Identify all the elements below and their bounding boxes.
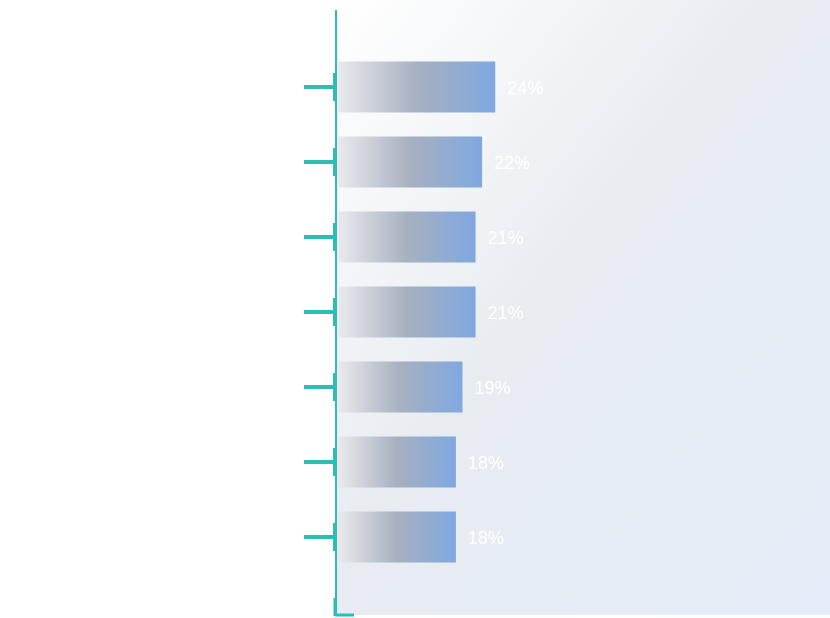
- y-axis-tick-notch: [333, 148, 337, 176]
- bar: [338, 436, 456, 488]
- bar-value-label: 19%: [474, 378, 510, 398]
- bar: [338, 511, 456, 563]
- bar-value-label: 21%: [488, 303, 524, 323]
- bar-value-label: 18%: [468, 528, 504, 548]
- bars-group: 24% 22% 21% 21% 19% 18% 18%: [304, 61, 543, 563]
- y-axis-tick-notch: [333, 298, 337, 326]
- y-axis-tick-notch: [333, 523, 337, 551]
- bar: [338, 286, 476, 338]
- bar: [338, 361, 463, 413]
- bar-value-label: 22%: [494, 153, 530, 173]
- y-axis-tick-notch: [333, 373, 337, 401]
- bar-value-label: 18%: [468, 453, 504, 473]
- y-axis-tick-notch: [333, 223, 337, 251]
- bar: [338, 61, 496, 113]
- bar-value-label: 21%: [488, 228, 524, 248]
- bar: [338, 136, 483, 188]
- bar-value-label: 24%: [507, 78, 543, 98]
- y-axis-tick-notch: [333, 448, 337, 476]
- bar: [338, 211, 476, 263]
- y-axis-tick-notch: [333, 73, 337, 101]
